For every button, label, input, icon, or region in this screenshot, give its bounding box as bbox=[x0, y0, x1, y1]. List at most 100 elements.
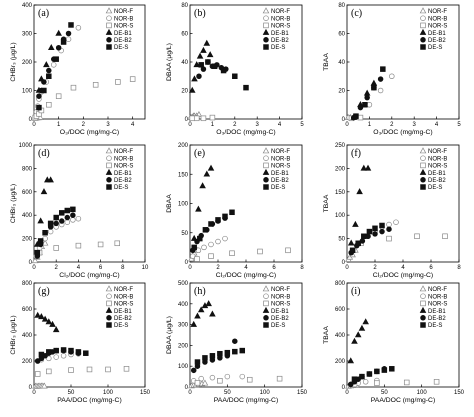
y-tick-label: 150 bbox=[335, 190, 346, 196]
data-point bbox=[47, 220, 54, 227]
x-tick-label: 2 bbox=[390, 122, 394, 128]
data-point bbox=[215, 238, 221, 245]
panel-a: 0 1 2 3 4 0 100 200 300 400 O₃/DOC (mg/mg-C) CHBr₃ … bbox=[10, 3, 146, 136]
y-tick-label: 1000 bbox=[19, 143, 33, 149]
legend-marker bbox=[263, 22, 269, 29]
legend-label: DE-B2 bbox=[428, 178, 446, 184]
y-tick-label: 500 bbox=[178, 281, 189, 287]
y-tick-label: 600 bbox=[335, 307, 346, 313]
y-axis-label: CHBr₃ (μg/L) bbox=[10, 184, 17, 223]
data-point bbox=[209, 353, 216, 359]
y-tick-label: 200 bbox=[22, 60, 33, 66]
x-tick-label: 100 bbox=[103, 390, 114, 396]
series-nor-s bbox=[36, 240, 120, 256]
data-point bbox=[362, 101, 368, 108]
legend-marker bbox=[262, 28, 270, 35]
data-point bbox=[83, 350, 89, 356]
legend-label: NOR-B bbox=[114, 294, 133, 300]
data-point bbox=[198, 375, 204, 382]
data-point bbox=[31, 257, 39, 264]
y-tick-label: 800 bbox=[22, 166, 33, 172]
panel-i: 0 50 100 150 0 200 400 600 800 PAA/DOC (mg/mg-C) T… bbox=[323, 281, 465, 404]
plot-frame bbox=[33, 144, 146, 263]
y-tick-label: 0 bbox=[342, 117, 346, 123]
data-point bbox=[43, 61, 50, 68]
panel-letter: (e) bbox=[194, 148, 205, 159]
y-tick-label: 0 bbox=[29, 385, 33, 391]
legend-label: DE-S bbox=[428, 45, 442, 51]
series-de-b1 bbox=[34, 311, 60, 333]
y-tick-label: 100 bbox=[178, 364, 189, 370]
y-tick-label: 400 bbox=[22, 213, 33, 219]
data-point bbox=[42, 235, 48, 242]
data-point bbox=[209, 374, 216, 381]
data-point bbox=[229, 209, 235, 216]
y-tick-label: 200 bbox=[335, 166, 346, 172]
data-point bbox=[68, 22, 74, 28]
y-tick-label: 200 bbox=[22, 237, 33, 243]
legend-marker bbox=[105, 285, 113, 292]
legend-marker bbox=[105, 7, 113, 14]
series-de-s bbox=[194, 347, 246, 365]
y-axis-label: TBAA bbox=[323, 53, 330, 71]
x-tick-label: 4 bbox=[131, 122, 135, 128]
data-point bbox=[37, 217, 44, 224]
y-tick-label: 0 bbox=[342, 385, 346, 391]
data-point bbox=[246, 376, 253, 383]
data-point bbox=[205, 300, 212, 307]
panel-letter: (i) bbox=[351, 286, 360, 297]
data-point bbox=[357, 114, 364, 121]
legend-label: NOR-S bbox=[428, 302, 447, 308]
legend-marker bbox=[106, 322, 112, 328]
data-point bbox=[45, 318, 53, 325]
data-point bbox=[357, 104, 364, 111]
y-tick-label: 250 bbox=[335, 143, 346, 149]
legend-marker bbox=[419, 7, 427, 14]
x-tick-label: 6 bbox=[429, 265, 433, 271]
x-tick-label: 0 bbox=[32, 265, 36, 271]
legend-marker bbox=[263, 155, 269, 161]
data-point bbox=[70, 217, 76, 223]
x-tick-label: 0 bbox=[188, 390, 192, 396]
data-point bbox=[205, 59, 211, 65]
data-point bbox=[60, 39, 67, 45]
series-de-b1 bbox=[347, 164, 372, 246]
x-tick-label: 1 bbox=[211, 122, 215, 128]
x-tick-label: 4 bbox=[278, 122, 282, 128]
legend-marker bbox=[263, 37, 269, 43]
data-point bbox=[197, 306, 205, 313]
legend-label: DE-B1 bbox=[114, 171, 132, 177]
legend-label: DE-B2 bbox=[114, 38, 132, 44]
panel-letter: (h) bbox=[194, 286, 206, 297]
legend-marker bbox=[263, 184, 269, 190]
panel-f: 0 2 4 6 8 0 50 100 150 200 250 Cl₂/DOC (mg/mg-C) TBA… bbox=[323, 143, 461, 279]
legend-marker bbox=[420, 44, 426, 50]
y-axis-label: TBAA bbox=[323, 326, 330, 344]
data-point bbox=[46, 349, 52, 355]
series-de-s bbox=[351, 366, 395, 382]
data-point bbox=[442, 233, 448, 240]
y-tick-label: 600 bbox=[22, 190, 33, 196]
legend-marker bbox=[420, 37, 426, 43]
legend-marker bbox=[419, 147, 427, 154]
data-point bbox=[377, 76, 384, 82]
data-point bbox=[47, 228, 54, 235]
y-tick-label: 40 bbox=[338, 60, 345, 66]
data-point bbox=[198, 62, 204, 68]
data-point bbox=[199, 182, 206, 189]
y-tick-label: 80 bbox=[338, 3, 345, 9]
y-tick-label: 150 bbox=[178, 172, 189, 178]
data-point bbox=[60, 347, 67, 353]
data-point bbox=[34, 371, 41, 377]
data-point bbox=[46, 73, 52, 79]
data-point bbox=[403, 379, 410, 386]
x-axis-label: PAA/DOC (mg/mg-C) bbox=[57, 397, 121, 404]
series-de-b1 bbox=[190, 300, 216, 327]
data-point bbox=[232, 348, 238, 355]
y-tick-label: 0 bbox=[185, 260, 189, 266]
series-de-s bbox=[38, 347, 89, 358]
legend-label: NOR-F bbox=[114, 287, 133, 293]
